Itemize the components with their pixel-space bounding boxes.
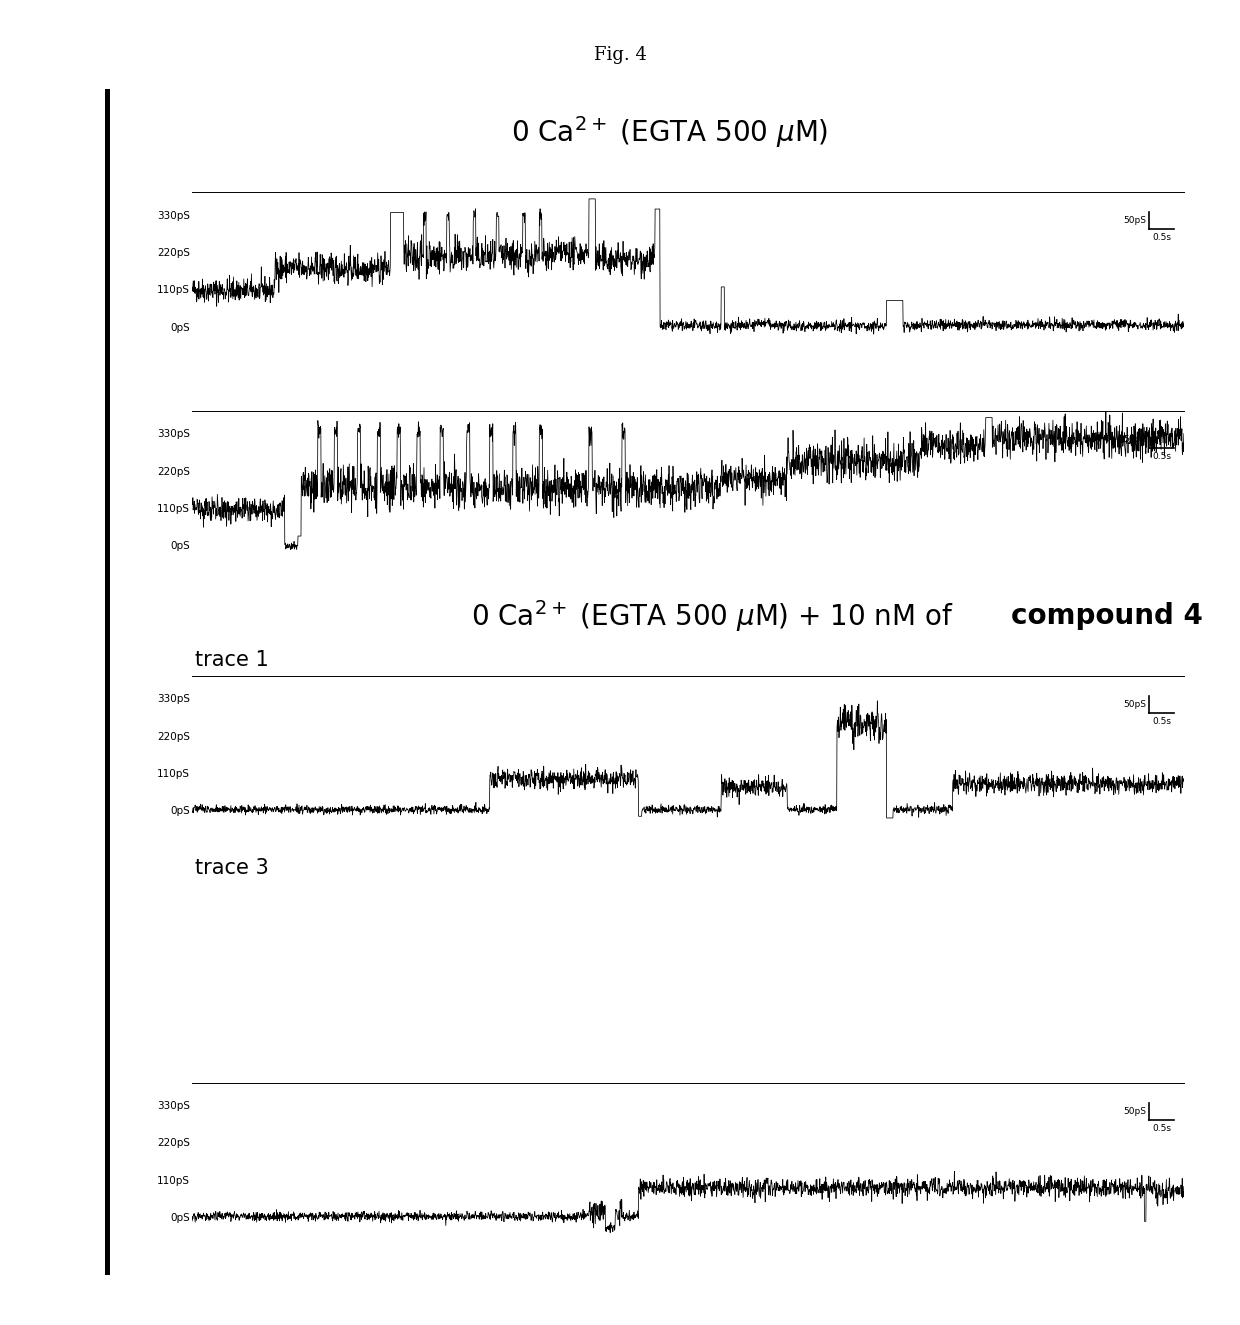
Text: 0.5s: 0.5s [1152, 452, 1172, 461]
Text: 0.5s: 0.5s [1152, 1124, 1172, 1133]
Text: 0.5s: 0.5s [1152, 233, 1172, 242]
Text: 0 Ca$^{2+}$ (EGTA 500 $\mu$M): 0 Ca$^{2+}$ (EGTA 500 $\mu$M) [511, 114, 828, 151]
Text: 220pS: 220pS [157, 731, 190, 742]
Text: 0.5s: 0.5s [1152, 717, 1172, 726]
Text: Fig. 4: Fig. 4 [594, 46, 646, 65]
Text: 50pS: 50pS [1123, 700, 1147, 709]
Text: 0pS: 0pS [170, 1212, 190, 1223]
Text: trace 3: trace 3 [195, 857, 268, 878]
Text: 330pS: 330pS [157, 429, 190, 440]
Text: trace 1: trace 1 [195, 649, 268, 670]
Text: 50pS: 50pS [1123, 1106, 1147, 1116]
Text: compound 4: compound 4 [1011, 602, 1203, 631]
Text: 0 Ca$^{2+}$ (EGTA 500 $\mu$M) + 10 nM of: 0 Ca$^{2+}$ (EGTA 500 $\mu$M) + 10 nM of [471, 598, 954, 635]
Text: 220pS: 220pS [157, 466, 190, 477]
Text: 330pS: 330pS [157, 694, 190, 705]
Text: 110pS: 110pS [157, 285, 190, 295]
Text: 110pS: 110pS [157, 1175, 190, 1186]
Text: 220pS: 220pS [157, 1138, 190, 1149]
Text: 220pS: 220pS [157, 248, 190, 258]
Text: 110pS: 110pS [157, 504, 190, 514]
Text: 110pS: 110pS [157, 768, 190, 779]
Text: 0pS: 0pS [170, 806, 190, 816]
Text: 330pS: 330pS [157, 1101, 190, 1112]
Text: 330pS: 330pS [157, 211, 190, 221]
Text: 50pS: 50pS [1123, 216, 1147, 225]
Text: 50pS: 50pS [1123, 435, 1147, 444]
Text: 0pS: 0pS [170, 541, 190, 551]
Text: 0pS: 0pS [170, 322, 190, 333]
